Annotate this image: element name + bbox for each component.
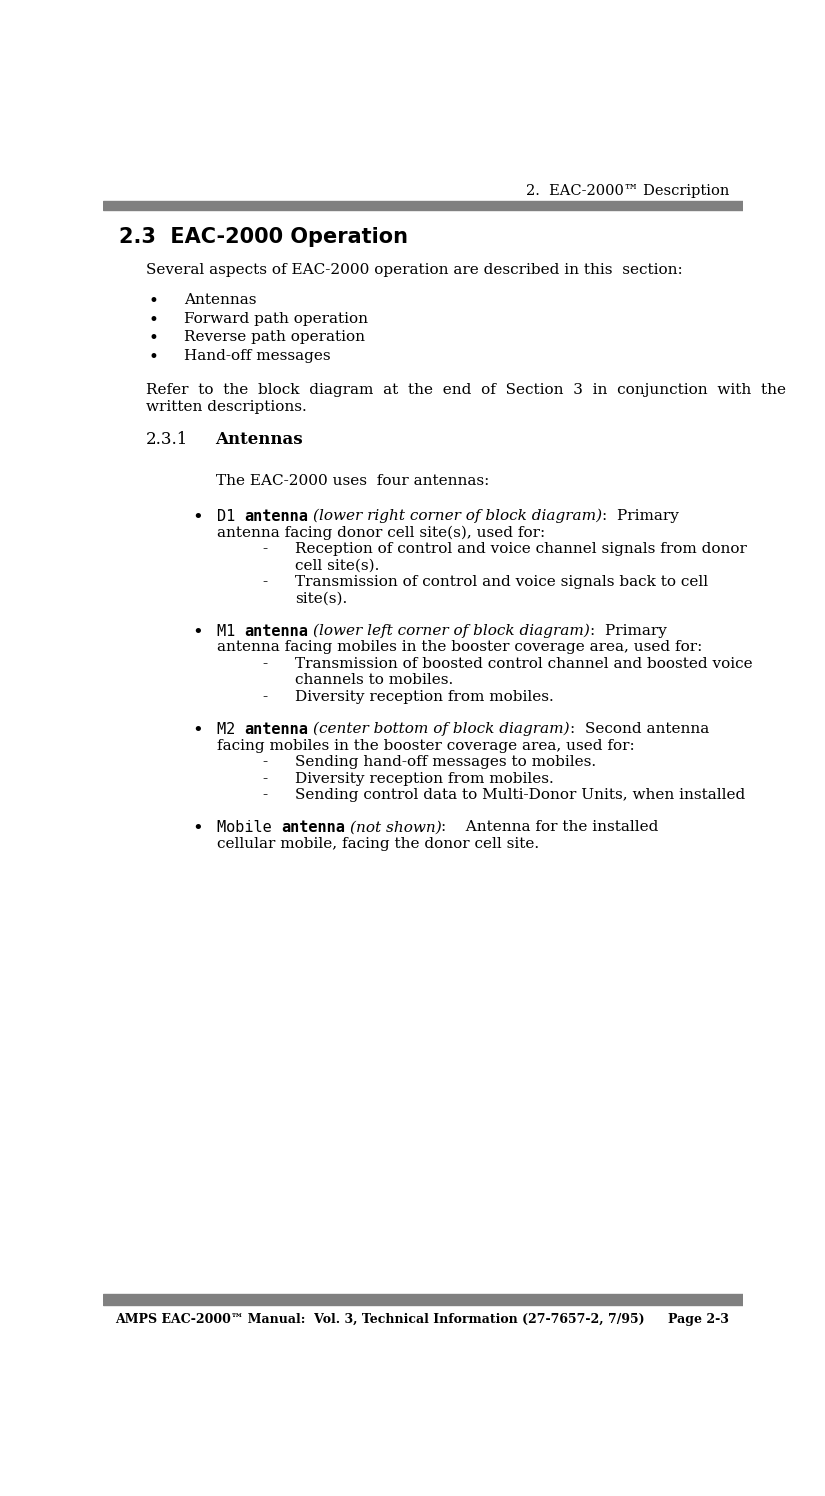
Text: AMPS EAC-2000™ Manual:  Vol. 3, Technical Information (27-7657-2, 7/95): AMPS EAC-2000™ Manual: Vol. 3, Technical… — [115, 1313, 644, 1325]
Text: 2.  EAC-2000™ Description: 2. EAC-2000™ Description — [526, 184, 729, 197]
Text: Transmission of boosted control channel and boosted voice: Transmission of boosted control channel … — [295, 657, 753, 670]
Text: site(s).: site(s). — [295, 592, 347, 606]
Text: Refer  to  the  block  diagram  at  the  end  of  Section  3  in  conjunction  w: Refer to the block diagram at the end of… — [146, 383, 785, 396]
Text: cell site(s).: cell site(s). — [295, 558, 380, 573]
Text: Transmission of control and voice signals back to cell: Transmission of control and voice signal… — [295, 576, 709, 589]
Text: :  Primary: : Primary — [602, 509, 679, 524]
Text: Sending control data to Multi-Donor Units, when installed: Sending control data to Multi-Donor Unit… — [295, 788, 746, 802]
Text: antenna: antenna — [281, 820, 345, 835]
Text: :    Antenna for the installed: : Antenna for the installed — [441, 820, 659, 835]
Text: M2: M2 — [217, 723, 244, 738]
Text: -: - — [262, 690, 267, 705]
Text: Diversity reception from mobiles.: Diversity reception from mobiles. — [295, 772, 554, 785]
Text: Several aspects of EAC-2000 operation are described in this  section:: Several aspects of EAC-2000 operation ar… — [146, 263, 682, 277]
Text: •: • — [148, 331, 158, 347]
Text: :  Primary: : Primary — [590, 624, 667, 637]
Text: •: • — [192, 820, 203, 838]
Text: -: - — [262, 576, 267, 589]
Text: •: • — [148, 313, 158, 329]
Text: cellular mobile, facing the donor cell site.: cellular mobile, facing the donor cell s… — [217, 836, 540, 851]
Text: (lower right corner of block diagram): (lower right corner of block diagram) — [314, 509, 602, 524]
Text: •: • — [148, 293, 158, 311]
Text: •: • — [148, 349, 158, 367]
Text: (lower left corner of block diagram): (lower left corner of block diagram) — [314, 624, 590, 639]
Text: -: - — [262, 788, 267, 802]
Text: Page 2-3: Page 2-3 — [668, 1313, 729, 1325]
Text: channels to mobiles.: channels to mobiles. — [295, 673, 454, 688]
Text: Mobile: Mobile — [217, 820, 281, 835]
Text: 2.3.1: 2.3.1 — [146, 431, 188, 447]
Text: The EAC-2000 uses  four antennas:: The EAC-2000 uses four antennas: — [215, 474, 489, 488]
Text: antenna facing donor cell site(s), used for:: antenna facing donor cell site(s), used … — [217, 525, 545, 540]
Text: Reverse path operation: Reverse path operation — [185, 331, 365, 344]
Text: -: - — [262, 657, 267, 670]
Text: (not shown): (not shown) — [350, 820, 441, 835]
Text: :  Second antenna: : Second antenna — [570, 723, 709, 736]
Text: Reception of control and voice channel signals from donor: Reception of control and voice channel s… — [295, 542, 747, 557]
Bar — [103, 1294, 742, 1302]
Text: written descriptions.: written descriptions. — [146, 399, 307, 414]
Bar — [103, 200, 742, 211]
Text: antenna: antenna — [244, 723, 309, 738]
Text: Antennas: Antennas — [215, 431, 303, 447]
Text: Hand-off messages: Hand-off messages — [185, 349, 331, 364]
Text: D1: D1 — [217, 509, 244, 524]
Text: Antennas: Antennas — [185, 293, 257, 308]
Text: antenna facing mobiles in the booster coverage area, used for:: antenna facing mobiles in the booster co… — [217, 640, 702, 654]
Text: Sending hand-off messages to mobiles.: Sending hand-off messages to mobiles. — [295, 755, 596, 769]
Text: facing mobiles in the booster coverage area, used for:: facing mobiles in the booster coverage a… — [217, 739, 634, 752]
Text: Diversity reception from mobiles.: Diversity reception from mobiles. — [295, 690, 554, 705]
Text: (center bottom of block diagram): (center bottom of block diagram) — [314, 723, 570, 736]
Text: •: • — [192, 509, 203, 527]
Text: antenna: antenna — [244, 624, 309, 639]
Text: -: - — [262, 772, 267, 785]
Text: antenna: antenna — [244, 509, 309, 524]
Text: •: • — [192, 723, 203, 741]
Bar — [103, 1303, 742, 1305]
Text: Forward path operation: Forward path operation — [185, 313, 369, 326]
Text: 2.3  EAC-2000 Operation: 2.3 EAC-2000 Operation — [119, 227, 408, 247]
Text: •: • — [192, 624, 203, 642]
Text: -: - — [262, 755, 267, 769]
Text: M1: M1 — [217, 624, 244, 639]
Text: -: - — [262, 542, 267, 557]
